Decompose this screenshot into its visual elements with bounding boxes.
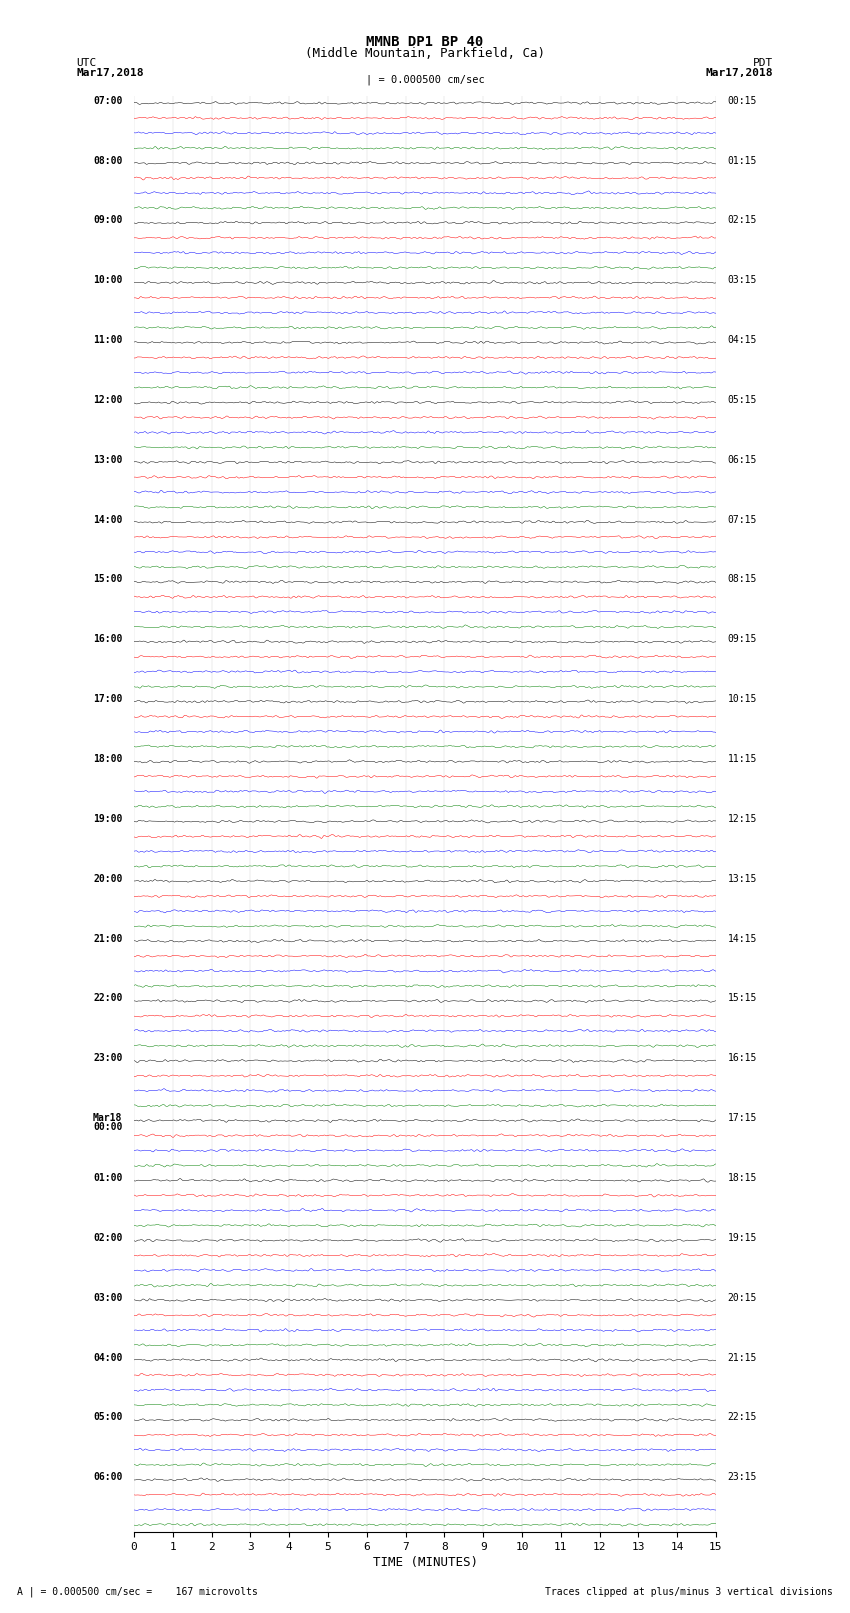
Text: 08:15: 08:15	[728, 574, 757, 584]
Text: 02:15: 02:15	[728, 216, 757, 226]
Text: 04:00: 04:00	[93, 1353, 122, 1363]
Text: 10:00: 10:00	[93, 276, 122, 286]
Text: 20:15: 20:15	[728, 1292, 757, 1303]
Text: (Middle Mountain, Parkfield, Ca): (Middle Mountain, Parkfield, Ca)	[305, 47, 545, 60]
Text: MMNB DP1 BP 40: MMNB DP1 BP 40	[366, 35, 484, 50]
Text: 01:00: 01:00	[93, 1173, 122, 1182]
Text: 22:00: 22:00	[93, 994, 122, 1003]
Text: 19:00: 19:00	[93, 815, 122, 824]
Text: 21:00: 21:00	[93, 934, 122, 944]
Text: 23:15: 23:15	[728, 1473, 757, 1482]
Text: 16:00: 16:00	[93, 634, 122, 644]
Text: 14:15: 14:15	[728, 934, 757, 944]
Text: 15:00: 15:00	[93, 574, 122, 584]
Text: Traces clipped at plus/minus 3 vertical divisions: Traces clipped at plus/minus 3 vertical …	[545, 1587, 833, 1597]
Text: Mar18: Mar18	[93, 1113, 122, 1123]
Text: 18:00: 18:00	[93, 753, 122, 765]
Text: 00:00: 00:00	[93, 1123, 122, 1132]
Text: 20:00: 20:00	[93, 874, 122, 884]
Text: 19:15: 19:15	[728, 1232, 757, 1244]
Text: 09:15: 09:15	[728, 634, 757, 644]
Text: 22:15: 22:15	[728, 1413, 757, 1423]
Text: PDT: PDT	[753, 58, 774, 68]
Text: 15:15: 15:15	[728, 994, 757, 1003]
Text: 07:15: 07:15	[728, 515, 757, 524]
Text: Mar17,2018: Mar17,2018	[706, 68, 774, 77]
Text: 14:00: 14:00	[93, 515, 122, 524]
Text: 12:15: 12:15	[728, 815, 757, 824]
Text: 04:15: 04:15	[728, 336, 757, 345]
Text: 17:15: 17:15	[728, 1113, 757, 1123]
Text: 06:00: 06:00	[93, 1473, 122, 1482]
Text: 06:15: 06:15	[728, 455, 757, 465]
Text: A | = 0.000500 cm/sec =    167 microvolts: A | = 0.000500 cm/sec = 167 microvolts	[17, 1586, 258, 1597]
Text: 03:00: 03:00	[93, 1292, 122, 1303]
Text: 17:00: 17:00	[93, 694, 122, 705]
Text: 16:15: 16:15	[728, 1053, 757, 1063]
Text: 13:00: 13:00	[93, 455, 122, 465]
Text: 05:00: 05:00	[93, 1413, 122, 1423]
Text: 08:00: 08:00	[93, 155, 122, 166]
Text: 02:00: 02:00	[93, 1232, 122, 1244]
Text: 03:15: 03:15	[728, 276, 757, 286]
X-axis label: TIME (MINUTES): TIME (MINUTES)	[372, 1557, 478, 1569]
Text: 10:15: 10:15	[728, 694, 757, 705]
Text: 21:15: 21:15	[728, 1353, 757, 1363]
Text: 05:15: 05:15	[728, 395, 757, 405]
Text: | = 0.000500 cm/sec: | = 0.000500 cm/sec	[366, 74, 484, 85]
Text: 12:00: 12:00	[93, 395, 122, 405]
Text: 13:15: 13:15	[728, 874, 757, 884]
Text: 07:00: 07:00	[93, 95, 122, 105]
Text: 01:15: 01:15	[728, 155, 757, 166]
Text: 18:15: 18:15	[728, 1173, 757, 1182]
Text: 23:00: 23:00	[93, 1053, 122, 1063]
Text: 00:15: 00:15	[728, 95, 757, 105]
Text: 09:00: 09:00	[93, 216, 122, 226]
Text: 11:00: 11:00	[93, 336, 122, 345]
Text: UTC: UTC	[76, 58, 97, 68]
Text: 11:15: 11:15	[728, 753, 757, 765]
Text: Mar17,2018: Mar17,2018	[76, 68, 144, 77]
